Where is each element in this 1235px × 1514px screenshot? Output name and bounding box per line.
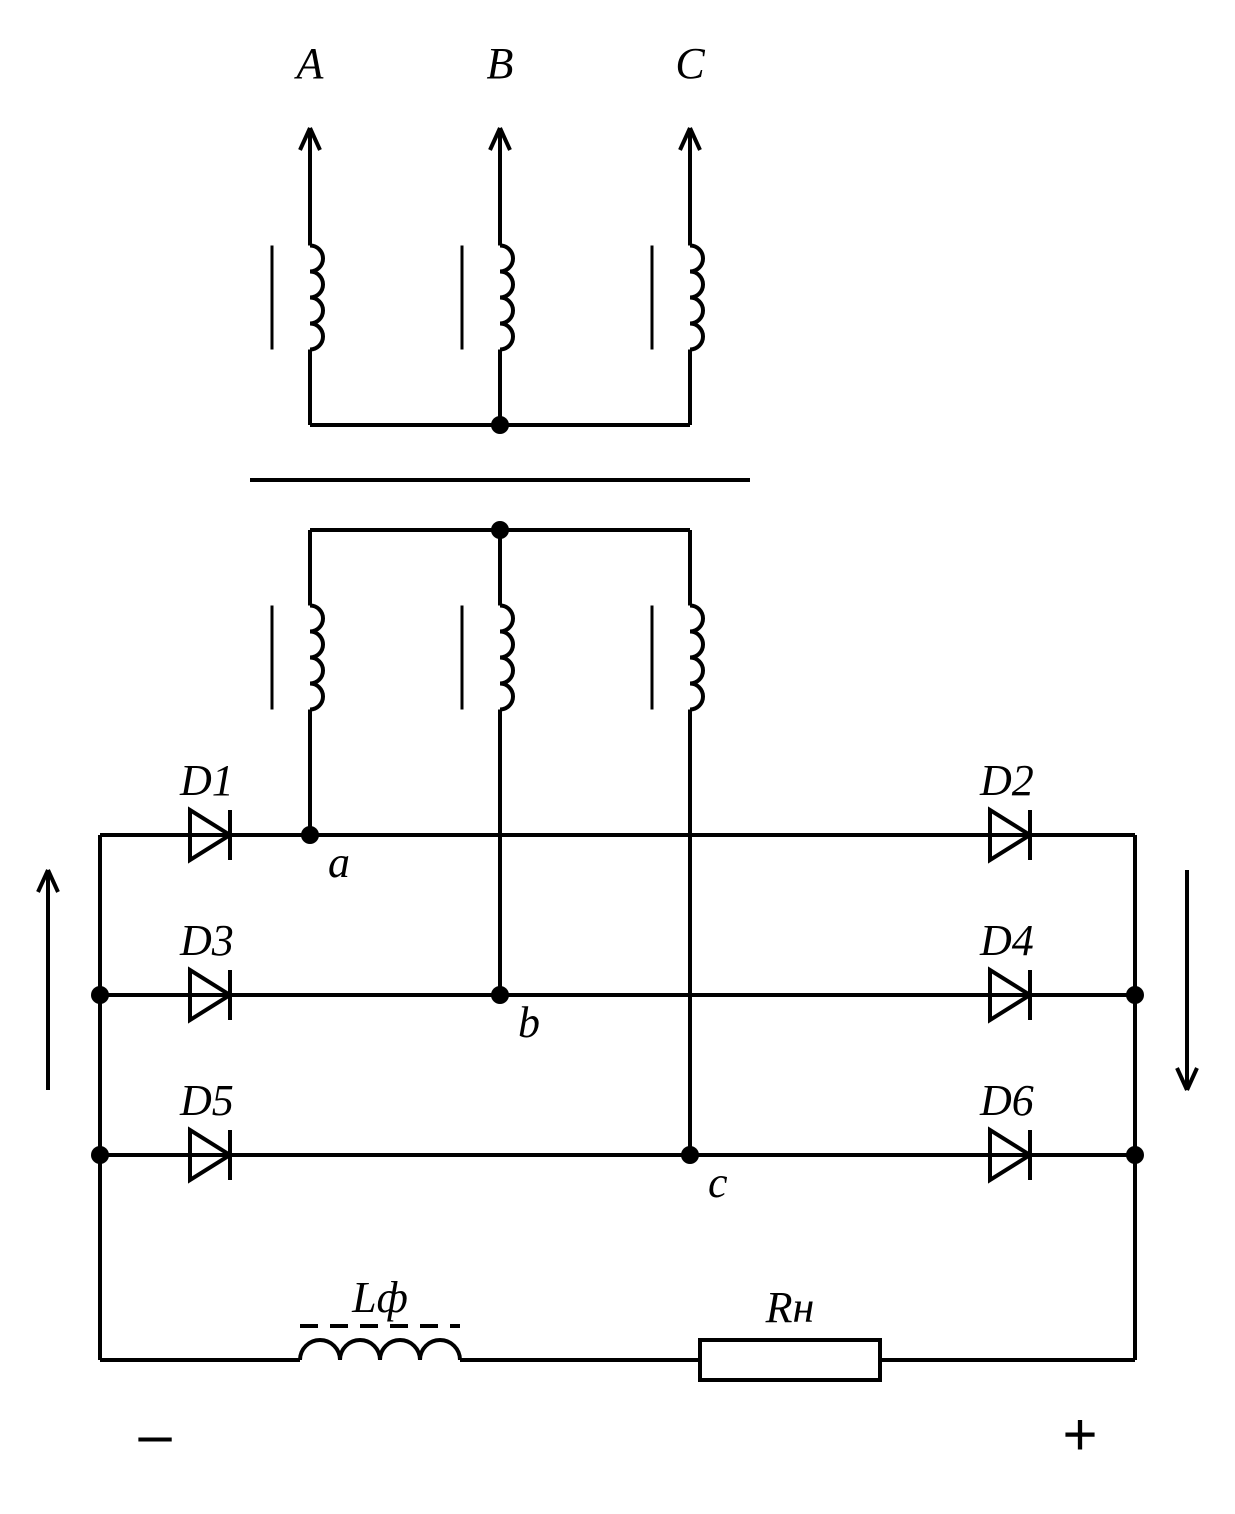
polarity-plus: + bbox=[1062, 1401, 1097, 1468]
diode-label-D3: D3 bbox=[179, 916, 234, 965]
polarity-minus: – bbox=[138, 1401, 172, 1468]
diode-label-D4: D4 bbox=[979, 916, 1034, 965]
filter-inductor-label: Lф bbox=[351, 1273, 408, 1322]
node-label-a: a bbox=[328, 838, 350, 887]
load-resistor-label: Rн bbox=[765, 1283, 815, 1332]
diode-label-D2: D2 bbox=[979, 756, 1034, 805]
diode-label-D5: D5 bbox=[179, 1076, 234, 1125]
node-label-b: b bbox=[518, 998, 540, 1047]
phase-label-C: C bbox=[675, 39, 705, 88]
phase-label-A: A bbox=[294, 39, 325, 88]
diode-label-D1: D1 bbox=[179, 756, 234, 805]
phase-label-B: B bbox=[487, 39, 514, 88]
node-label-c: c bbox=[708, 1158, 728, 1207]
diode-label-D6: D6 bbox=[979, 1076, 1034, 1125]
load-resistor bbox=[700, 1340, 880, 1380]
